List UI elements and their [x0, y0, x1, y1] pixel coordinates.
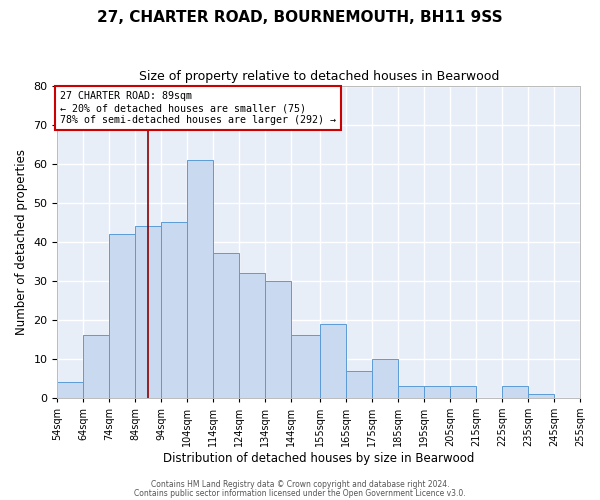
Bar — [109, 234, 136, 398]
Bar — [450, 386, 476, 398]
Y-axis label: Number of detached properties: Number of detached properties — [15, 148, 28, 334]
Bar — [398, 386, 424, 398]
Bar — [136, 226, 161, 398]
Text: 27, CHARTER ROAD, BOURNEMOUTH, BH11 9SS: 27, CHARTER ROAD, BOURNEMOUTH, BH11 9SS — [97, 10, 503, 25]
Bar — [372, 359, 398, 398]
Text: 27 CHARTER ROAD: 89sqm
← 20% of detached houses are smaller (75)
78% of semi-det: 27 CHARTER ROAD: 89sqm ← 20% of detached… — [60, 92, 336, 124]
Bar — [58, 382, 83, 398]
Text: Contains public sector information licensed under the Open Government Licence v3: Contains public sector information licen… — [134, 488, 466, 498]
Bar — [214, 254, 239, 398]
Bar — [424, 386, 450, 398]
Bar — [528, 394, 554, 398]
Bar — [292, 336, 320, 398]
Bar — [239, 273, 265, 398]
Bar — [187, 160, 214, 398]
Bar — [83, 336, 109, 398]
Bar — [265, 281, 292, 398]
Text: Contains HM Land Registry data © Crown copyright and database right 2024.: Contains HM Land Registry data © Crown c… — [151, 480, 449, 489]
Title: Size of property relative to detached houses in Bearwood: Size of property relative to detached ho… — [139, 70, 499, 83]
X-axis label: Distribution of detached houses by size in Bearwood: Distribution of detached houses by size … — [163, 452, 475, 465]
Bar — [320, 324, 346, 398]
Bar — [346, 370, 372, 398]
Bar — [502, 386, 528, 398]
Bar — [161, 222, 187, 398]
